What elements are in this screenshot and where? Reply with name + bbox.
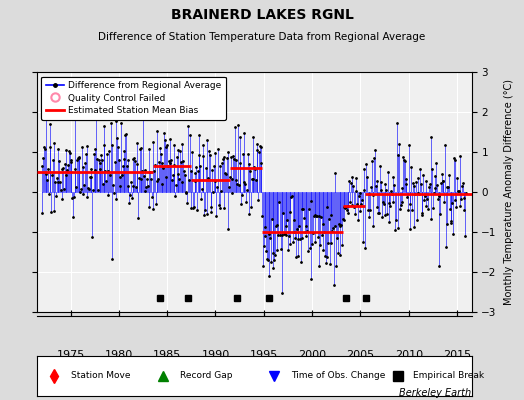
Text: BRAINERD LAKES RGNL: BRAINERD LAKES RGNL xyxy=(171,8,353,22)
Legend: Difference from Regional Average, Quality Control Failed, Estimated Station Mean: Difference from Regional Average, Qualit… xyxy=(41,76,226,120)
Text: Berkeley Earth: Berkeley Earth xyxy=(399,388,472,398)
Y-axis label: Monthly Temperature Anomaly Difference (°C): Monthly Temperature Anomaly Difference (… xyxy=(504,79,514,305)
Text: Time of Obs. Change: Time of Obs. Change xyxy=(291,372,386,380)
Text: Record Gap: Record Gap xyxy=(180,372,233,380)
Text: Empirical Break: Empirical Break xyxy=(413,372,484,380)
Text: Station Move: Station Move xyxy=(71,372,131,380)
Text: Difference of Station Temperature Data from Regional Average: Difference of Station Temperature Data f… xyxy=(99,32,425,42)
